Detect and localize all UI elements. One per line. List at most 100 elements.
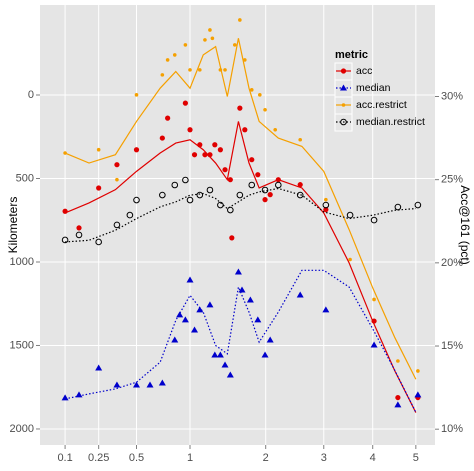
point xyxy=(238,18,242,22)
point xyxy=(249,157,255,163)
smooth-line xyxy=(64,38,417,380)
x-tick-label: 0.5 xyxy=(129,452,144,464)
point xyxy=(113,221,121,229)
point xyxy=(275,181,282,189)
point xyxy=(191,326,199,333)
point xyxy=(370,216,378,224)
point xyxy=(217,201,224,209)
point xyxy=(182,100,188,106)
point xyxy=(75,391,83,398)
legend-label: median.restrict xyxy=(356,116,425,128)
point xyxy=(254,316,262,323)
point xyxy=(242,127,248,133)
y-tick-label: 2000 xyxy=(10,423,34,435)
point xyxy=(186,196,194,204)
point xyxy=(210,36,215,41)
point xyxy=(206,186,214,194)
point xyxy=(176,311,184,318)
point xyxy=(196,306,204,313)
point xyxy=(238,286,246,293)
point xyxy=(134,93,139,97)
point xyxy=(298,137,303,142)
legend-marker xyxy=(341,103,346,107)
y-tick-label: 500 xyxy=(16,172,34,184)
point xyxy=(76,225,82,231)
point xyxy=(159,135,165,141)
legend-marker xyxy=(340,68,347,74)
point xyxy=(226,371,234,378)
point xyxy=(217,147,223,153)
point xyxy=(395,394,401,401)
point xyxy=(158,379,166,386)
point xyxy=(236,191,244,199)
point xyxy=(416,369,420,373)
smooth-line xyxy=(65,187,416,243)
point xyxy=(324,197,328,202)
point xyxy=(183,43,188,47)
point xyxy=(348,257,352,262)
point xyxy=(232,43,237,47)
point xyxy=(207,152,213,158)
point xyxy=(255,172,261,178)
point xyxy=(261,186,269,194)
y2-tick-label: 20% xyxy=(441,257,463,269)
point xyxy=(196,191,204,199)
point xyxy=(262,197,268,203)
point xyxy=(371,318,377,324)
point xyxy=(165,115,171,121)
point xyxy=(275,177,281,183)
x-tick-label: 0.1 xyxy=(57,452,72,464)
point xyxy=(133,381,141,388)
point xyxy=(61,394,69,401)
point xyxy=(227,206,234,214)
legend-label: median xyxy=(356,82,391,94)
point xyxy=(165,58,170,62)
point xyxy=(95,238,102,246)
point xyxy=(296,191,304,199)
point xyxy=(96,185,102,191)
point xyxy=(246,296,254,303)
point xyxy=(208,28,212,32)
y2-tick-label: 30% xyxy=(441,90,463,102)
legend-title: metric xyxy=(335,49,368,61)
point xyxy=(146,381,154,388)
point xyxy=(197,142,203,148)
point xyxy=(160,73,165,77)
point xyxy=(203,38,207,42)
point xyxy=(296,291,304,298)
point xyxy=(115,177,119,182)
point xyxy=(243,58,247,62)
point xyxy=(258,93,262,97)
point xyxy=(191,152,198,158)
point xyxy=(63,151,67,155)
point xyxy=(206,301,214,308)
point xyxy=(229,235,235,241)
point xyxy=(227,177,233,183)
point xyxy=(96,147,101,152)
point xyxy=(370,341,378,348)
point xyxy=(249,88,254,92)
point xyxy=(216,351,224,358)
point xyxy=(181,316,189,323)
point xyxy=(133,147,140,153)
y-axis-title: Kilometers xyxy=(6,197,20,254)
point xyxy=(223,68,227,72)
panel xyxy=(40,5,435,445)
x-tick-label: 3 xyxy=(321,452,327,464)
point xyxy=(237,105,243,111)
point xyxy=(212,142,218,148)
point xyxy=(171,336,179,343)
point xyxy=(322,306,330,313)
point xyxy=(394,401,402,408)
point xyxy=(186,276,194,283)
point xyxy=(75,231,83,239)
point xyxy=(261,351,269,358)
point xyxy=(188,68,192,72)
legend-marker xyxy=(340,84,347,91)
point xyxy=(234,268,242,275)
point xyxy=(221,361,229,368)
point xyxy=(414,201,422,209)
y-tick-label: 1000 xyxy=(10,256,34,268)
point xyxy=(263,108,267,112)
